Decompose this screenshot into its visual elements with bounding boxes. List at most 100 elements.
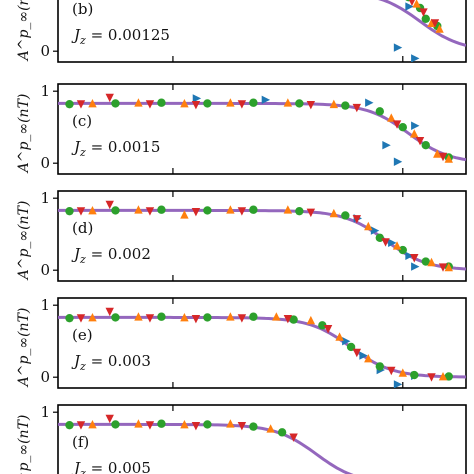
data-point-triangle-down	[237, 207, 247, 216]
data-point-triangle-down	[352, 103, 362, 113]
data-point-circle	[295, 99, 304, 108]
y-tick-label: 0	[40, 368, 50, 386]
y-axis-label: A^p_∞(nT)	[16, 415, 32, 474]
data-point-triangle-up	[329, 99, 339, 109]
data-point-triangle-right	[388, 238, 397, 248]
data-point-triangle-up	[180, 419, 189, 429]
data-point-triangle-up	[435, 24, 444, 33]
data-point-triangle-up	[438, 372, 448, 381]
panel-c: 1 0 A^p_∞(nT) (c) Jz = 0.0015	[16, 82, 467, 175]
data-point-triangle-down	[430, 19, 440, 28]
data-point-triangle-down	[381, 238, 390, 247]
y-tick-label: 0	[40, 154, 50, 172]
data-point-triangle-up	[134, 98, 143, 107]
data-point-triangle-down	[76, 314, 86, 323]
data-point-circle	[249, 98, 258, 107]
data-point-triangle-down	[105, 200, 114, 210]
data-point-triangle-right	[261, 95, 271, 105]
data-point-circle	[111, 206, 120, 215]
data-point-circle	[295, 206, 304, 216]
data-point-circle	[421, 257, 430, 266]
panel-b: 0 A^p_∞(nT) (b) Jz = 0.00125	[16, 0, 467, 63]
data-point-triangle-up	[306, 315, 316, 325]
data-point-circle	[277, 428, 287, 437]
axes-frame	[57, 0, 467, 63]
y-tick-label: 1	[40, 403, 50, 421]
data-point-triangle-down	[352, 215, 362, 224]
data-point-circle	[157, 312, 166, 321]
data-point-circle	[157, 98, 166, 107]
axes-frame	[57, 404, 467, 474]
panel-label: (f)	[72, 433, 89, 451]
data-point-triangle-up	[364, 221, 373, 231]
data-point-triangle-down	[289, 433, 298, 442]
y-axis-label: A^p_∞(nT)	[16, 0, 32, 62]
data-point-triangle-up	[283, 205, 293, 214]
data-point-triangle-down	[145, 207, 155, 216]
data-point-triangle-down	[410, 254, 419, 263]
data-point-triangle-up	[427, 18, 436, 28]
data-point-triangle-right	[393, 43, 403, 52]
y-tick-label: 1	[40, 82, 50, 100]
data-point-triangle-down	[191, 100, 201, 110]
data-point-triangle-up	[180, 210, 189, 219]
data-point-triangle-down	[76, 100, 86, 109]
data-point-triangle-down	[306, 100, 316, 110]
data-point-triangle-up	[410, 129, 419, 138]
data-point-circle	[249, 422, 258, 431]
data-point-triangle-up	[433, 149, 442, 158]
panel-e: 1 0 A^p_∞(nT) (e) Jz = 0.003	[16, 296, 467, 389]
data-point-triangle-down	[191, 421, 201, 431]
data-point-triangle-right	[393, 157, 403, 166]
data-point-triangle-down	[105, 307, 114, 317]
data-point-triangle-down	[352, 348, 362, 358]
data-point-triangle-up	[387, 113, 396, 122]
panel-label: (b)	[72, 0, 93, 18]
data-point-circle	[341, 211, 350, 220]
data-point-circle	[398, 245, 407, 255]
data-point-circle	[65, 420, 74, 430]
y-tick-label: 1	[40, 296, 50, 314]
y-tick-label: 1	[40, 189, 50, 207]
data-point-circle	[375, 362, 385, 371]
data-point-triangle-down	[105, 414, 114, 424]
fit-curve	[58, 422, 354, 474]
data-point-triangle-down	[438, 152, 448, 162]
plot-area	[58, 307, 466, 388]
data-point-triangle-down	[323, 325, 333, 334]
data-point-triangle-down	[191, 314, 201, 324]
data-point-triangle-up	[226, 98, 235, 107]
y-tick-label: 0	[40, 261, 50, 279]
data-point-triangle-up	[180, 98, 189, 108]
data-point-triangle-down	[283, 314, 293, 324]
data-point-circle	[65, 99, 74, 109]
parameter-annotation: Jz = 0.0015	[71, 138, 160, 159]
plot-area	[58, 200, 466, 272]
data-point-circle	[65, 206, 74, 216]
data-point-circle	[203, 99, 212, 108]
data-point-circle	[375, 107, 385, 116]
data-point-triangle-down	[408, 0, 415, 6]
y-axis-label: A^p_∞(nT)	[16, 308, 32, 389]
data-point-triangle-up	[180, 312, 189, 322]
data-point-triangle-up	[88, 98, 97, 108]
data-point-triangle-right	[365, 98, 374, 107]
data-point-circle	[111, 420, 120, 429]
data-point-circle	[421, 14, 430, 23]
panel-label: (e)	[72, 326, 93, 344]
data-point-triangle-right	[411, 121, 420, 130]
data-point-triangle-down	[438, 263, 448, 272]
data-point-circle	[421, 141, 430, 150]
data-point-circle	[157, 205, 166, 214]
axes-frame	[57, 297, 467, 389]
data-point-triangle-up	[226, 205, 235, 214]
data-point-triangle-down	[105, 93, 114, 103]
data-point-triangle-down	[392, 120, 402, 129]
data-point-circle	[203, 420, 212, 429]
data-point-triangle-right	[393, 380, 403, 388]
data-point-triangle-up	[134, 312, 143, 321]
data-point-circle	[444, 372, 453, 381]
y-axis-label: A^p_∞(nT)	[16, 201, 32, 282]
data-point-triangle-down	[237, 421, 247, 431]
data-point-triangle-up	[398, 368, 407, 377]
